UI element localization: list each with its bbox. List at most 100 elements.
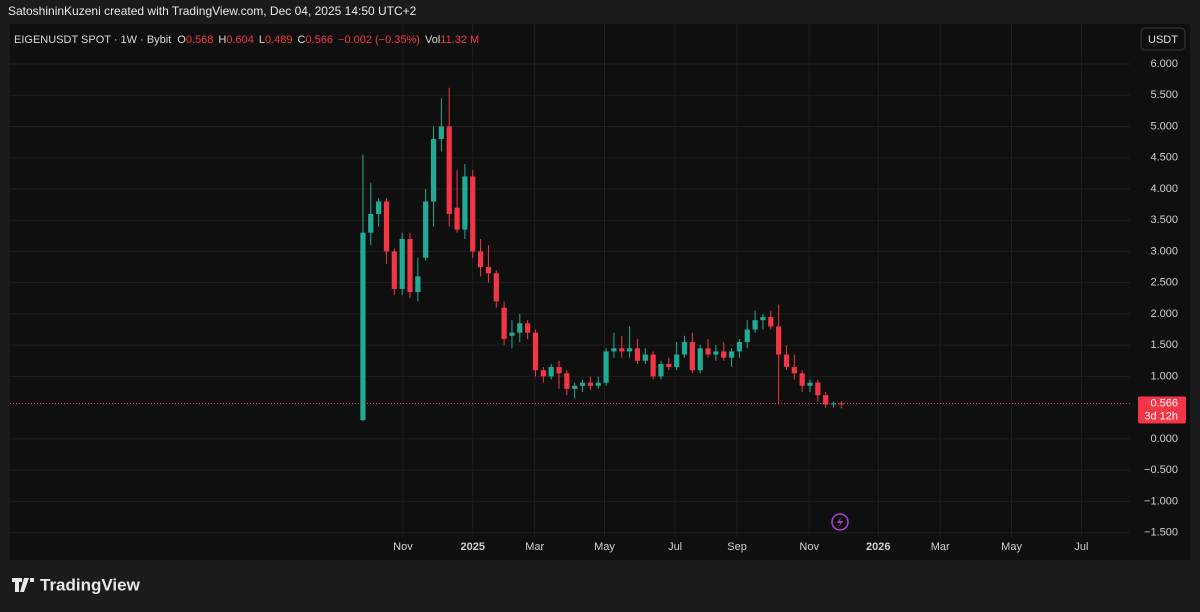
candle-body (807, 382, 813, 386)
candle-body (501, 307, 507, 339)
last-price-label: 0.566 (1150, 397, 1178, 409)
candle-body (572, 385, 578, 389)
legend-key: H (218, 34, 226, 46)
legend-value: 0.489 (265, 34, 293, 46)
candle-body (415, 276, 421, 293)
candle-body (423, 201, 429, 258)
x-tick-label: 2025 (461, 541, 485, 553)
candle-body (666, 363, 672, 368)
x-tick-label: Mar (525, 541, 544, 553)
x-tick-label: Nov (799, 541, 819, 553)
branding: TradingView (40, 575, 141, 594)
icon-bolt (837, 516, 843, 528)
candle-body (477, 251, 484, 268)
x-tick-label: 2026 (866, 541, 890, 553)
candle-body (736, 342, 743, 352)
candle-body (485, 267, 492, 274)
candle-body (438, 126, 444, 139)
candle-body (650, 354, 656, 377)
candle-body (815, 382, 821, 396)
x-tick-label: May (594, 541, 615, 553)
y-tick-label: 1.000 (1150, 370, 1178, 382)
candle-body (407, 238, 413, 293)
candle-body (681, 342, 688, 355)
y-tick-label: 1.500 (1150, 339, 1178, 351)
candle-body (752, 320, 758, 330)
y-tick-label: 5.500 (1150, 89, 1178, 101)
candle-body (470, 176, 476, 252)
legend-key: O (177, 34, 186, 46)
candle-body (368, 213, 374, 233)
legend-key: C (298, 34, 306, 46)
candle-body (564, 373, 570, 389)
candle-body (697, 348, 703, 371)
y-tick-label: 4.000 (1150, 183, 1178, 195)
candle-body (525, 323, 531, 333)
x-tick-label: Jul (1074, 541, 1088, 553)
currency-label: USDT (1148, 34, 1178, 46)
x-tick-label: Mar (931, 541, 950, 553)
candle-body (768, 317, 774, 327)
candle-body (579, 382, 586, 386)
legend-value: −0.002 (−0.35%) (338, 34, 420, 46)
last-price-tag (1138, 396, 1186, 424)
y-tick-label: 6.000 (1150, 58, 1178, 70)
candle-body (823, 395, 829, 405)
x-tick-label: Jul (668, 541, 682, 553)
legend-value: 0.566 (305, 34, 333, 46)
y-tick-label: 2.000 (1150, 308, 1178, 320)
candle-body (603, 351, 609, 383)
logo[interactable] (12, 578, 34, 592)
y-tick-label: 0.000 (1150, 433, 1178, 445)
candle-body (509, 332, 515, 336)
logo-mark (12, 578, 34, 592)
candle-body (540, 370, 546, 377)
candle-body (642, 354, 648, 361)
x-tick-label: Sep (727, 541, 747, 553)
lightning-icon[interactable] (831, 513, 849, 531)
legend-key: Vol (425, 34, 440, 46)
attribution: SatoshininKuzeni created with TradingVie… (8, 4, 417, 18)
candle-body (791, 367, 797, 374)
chart-title: EIGENUSDT SPOT · 1W · Bybit (14, 34, 171, 46)
candle-body (634, 348, 641, 361)
candle-body (462, 176, 468, 230)
candle-body (783, 354, 790, 368)
candle-body (556, 367, 562, 374)
candle-body (595, 382, 601, 386)
currency-button[interactable] (1140, 27, 1186, 51)
y-tick-label: −0.500 (1144, 464, 1178, 476)
candle-body (376, 201, 382, 214)
candle-body (705, 348, 711, 355)
candle-body (760, 317, 766, 321)
icon-circle (831, 513, 849, 531)
x-tick-label: Nov (393, 541, 413, 553)
candle-body (391, 251, 397, 289)
candle-body (799, 373, 805, 386)
y-tick-label: 4.500 (1150, 152, 1178, 164)
candle-body (548, 367, 554, 377)
candle-body (658, 363, 664, 377)
legend-value: 0.568 (186, 34, 214, 46)
candle-body (399, 238, 405, 289)
y-tick-label: 3.000 (1150, 245, 1178, 257)
candle-body (383, 201, 390, 252)
candle-body (454, 207, 460, 230)
candle-body (532, 332, 539, 371)
countdown-label: 3d 12h (1144, 410, 1178, 422)
candle-body (689, 342, 695, 371)
y-tick-label: 2.500 (1150, 277, 1178, 289)
candle-body (627, 348, 633, 352)
candle-body (721, 351, 727, 358)
candle-body (430, 138, 437, 202)
y-tick-label: −1.000 (1144, 495, 1178, 507)
candle-body (728, 351, 735, 358)
chart-panel (10, 24, 1190, 560)
candle-body (517, 323, 523, 333)
x-tick-label: May (1001, 541, 1022, 553)
legend-value: 0.604 (226, 34, 254, 46)
candle-body (619, 348, 625, 352)
candle-body (446, 126, 452, 214)
